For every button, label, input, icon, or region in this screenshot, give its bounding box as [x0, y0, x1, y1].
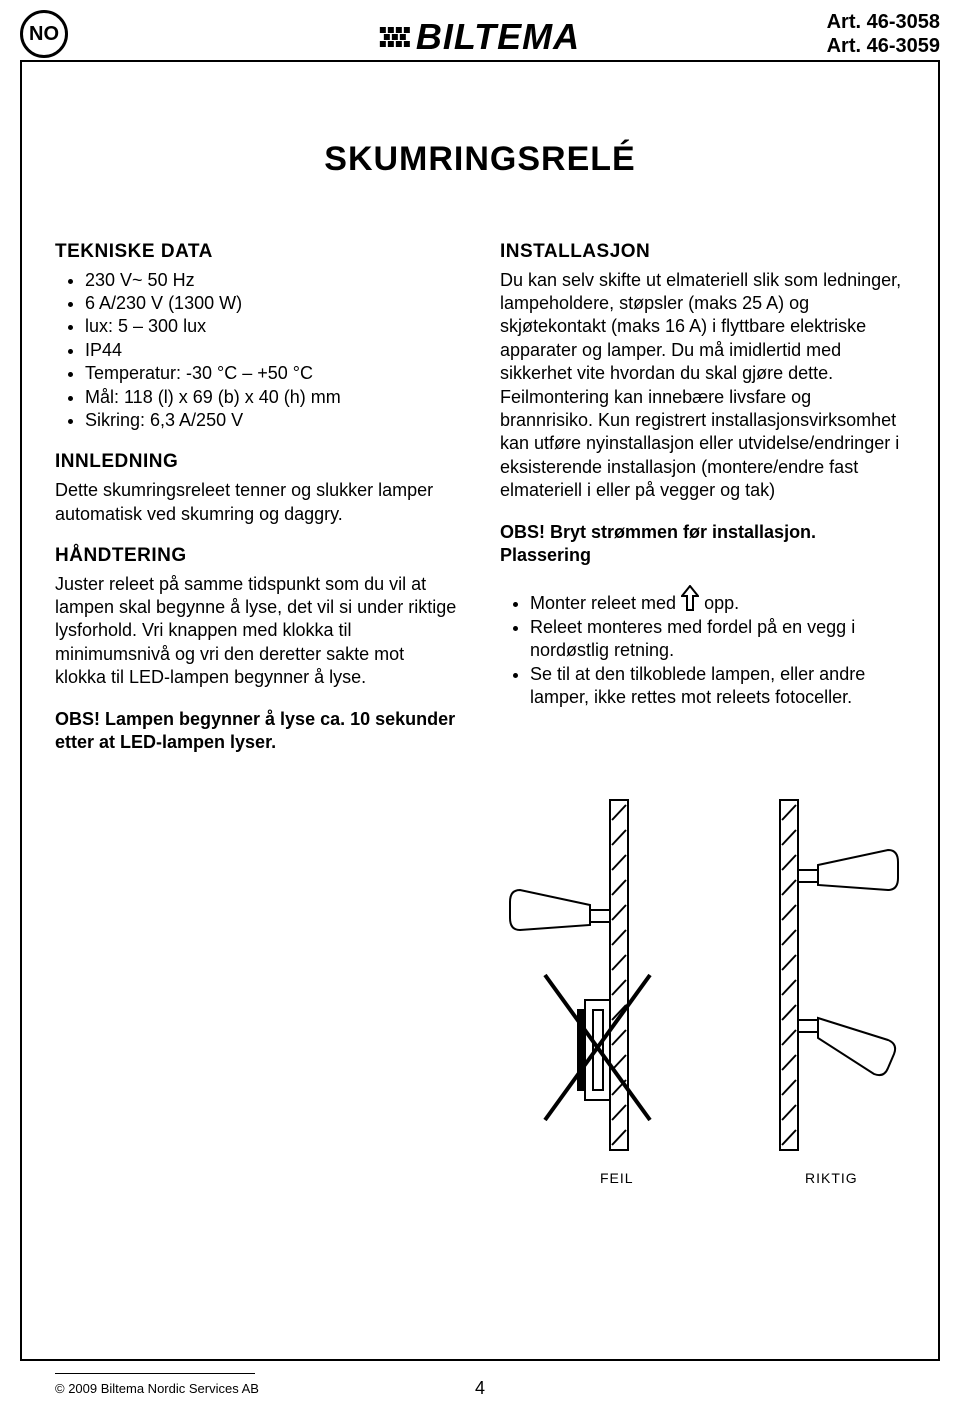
logo-flag-icon	[380, 25, 410, 49]
obs-lampen: OBS! Lampen begynner å lyse ca. 10 sekun…	[55, 708, 460, 755]
frame-left	[20, 60, 22, 1361]
heading-plassering: Plassering	[500, 544, 905, 567]
spec-item: Sikring: 6,3 A/250 V	[85, 409, 460, 432]
frame-right	[938, 60, 940, 1361]
heading-installasjon: INSTALLASJON	[500, 240, 905, 265]
page-number: 4	[475, 1378, 485, 1399]
brand-name: BILTEMA	[416, 16, 580, 58]
spec-item: Mål: 118 (l) x 69 (b) x 40 (h) mm	[85, 386, 460, 409]
language-code: NO	[29, 23, 59, 46]
language-badge: NO	[20, 10, 68, 58]
plassering-item: Releet monteres med fordel på en vegg i …	[530, 616, 905, 663]
right-column: INSTALLASJON Du kan selv skifte ut elmat…	[500, 240, 905, 772]
footer-rule	[55, 1373, 255, 1374]
page-title: SKUMRINGSRELÉ	[50, 140, 910, 179]
heading-innledning: INNLEDNING	[55, 450, 460, 475]
heading-tekniske: TEKNISKE DATA	[55, 240, 460, 265]
spec-item: Temperatur: -30 °C – +50 °C	[85, 362, 460, 385]
art-no-1: Art. 46-3058	[827, 10, 940, 34]
frame-bottom	[20, 1359, 940, 1361]
plassering-list: Monter releet med opp. Releet monteres m…	[500, 585, 905, 709]
header: NO BILTEMA Art. 46-3058 Art. 46-3059	[20, 10, 940, 60]
heading-handtering: HÅNDTERING	[55, 544, 460, 569]
plassering-item: Se til at den tilkoblede lampen, eller a…	[530, 663, 905, 710]
spec-item: lux: 5 – 300 lux	[85, 315, 460, 338]
installasjon-body: Du kan selv skifte ut elmateriell slik s…	[500, 269, 905, 503]
article-numbers: Art. 46-3058 Art. 46-3059	[827, 10, 940, 58]
pl-1a: Monter releet med	[530, 593, 676, 613]
handtering-body: Juster releet på samme tidspunkt som du …	[55, 573, 460, 690]
content: TEKNISKE DATA 230 V~ 50 Hz 6 A/230 V (13…	[55, 240, 905, 772]
spec-item: IP44	[85, 339, 460, 362]
label-riktig: RIKTIG	[805, 1170, 858, 1186]
plassering-item: Monter releet med opp.	[530, 585, 905, 615]
innledning-body: Dette skumringsreleet tenner og slukker …	[55, 479, 460, 526]
obs-bryt: OBS! Bryt strømmen før installasjon.	[500, 521, 905, 544]
spec-item: 230 V~ 50 Hz	[85, 269, 460, 292]
arrow-up-icon	[681, 585, 699, 611]
spec-item: 6 A/230 V (1300 W)	[85, 292, 460, 315]
brand-logo: BILTEMA	[380, 16, 580, 58]
left-column: TEKNISKE DATA 230 V~ 50 Hz 6 A/230 V (13…	[55, 240, 460, 772]
pl-1b: opp.	[704, 593, 739, 613]
diagram-svg	[490, 790, 920, 1190]
specs-list: 230 V~ 50 Hz 6 A/230 V (1300 W) lux: 5 –…	[55, 269, 460, 433]
frame-top	[20, 60, 940, 62]
installation-diagram: FEIL RIKTIG	[490, 790, 920, 1190]
label-feil: FEIL	[600, 1170, 634, 1186]
copyright: © 2009 Biltema Nordic Services AB	[55, 1381, 259, 1396]
footer: © 2009 Biltema Nordic Services AB 4	[55, 1381, 905, 1396]
page: NO BILTEMA Art. 46-3058 Art. 46-3059 SKU…	[0, 0, 960, 1416]
art-no-2: Art. 46-3059	[827, 34, 940, 58]
